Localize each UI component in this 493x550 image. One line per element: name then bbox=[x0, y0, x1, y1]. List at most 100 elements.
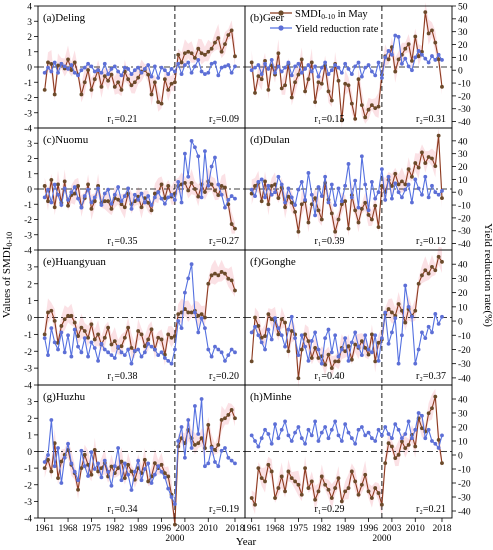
yield-point bbox=[413, 361, 418, 366]
smdi-point bbox=[152, 461, 157, 466]
smdi-point bbox=[259, 199, 264, 204]
left-tick-label: 0 bbox=[27, 448, 32, 458]
yield-point bbox=[279, 427, 284, 432]
yield-point bbox=[223, 205, 227, 210]
smdi-point bbox=[92, 199, 97, 204]
right-tick-label: -30 bbox=[458, 105, 471, 115]
yield-point bbox=[96, 358, 100, 363]
smdi-point bbox=[376, 104, 381, 109]
yield-point bbox=[159, 65, 164, 70]
panel-r2: r₂=0.37 bbox=[416, 371, 446, 382]
smdi-point bbox=[259, 335, 264, 340]
yield-point bbox=[323, 336, 328, 341]
panel-r2: r₂=0.21 bbox=[416, 504, 446, 515]
smdi-point bbox=[72, 60, 77, 65]
yield-point bbox=[139, 354, 144, 359]
smdi-point bbox=[299, 202, 304, 207]
right-tick-label: 10 bbox=[458, 54, 468, 64]
right-tick-label: -40 bbox=[458, 118, 471, 128]
yield-point bbox=[369, 350, 374, 355]
smdi-point bbox=[276, 486, 281, 490]
yield-point bbox=[326, 436, 331, 441]
yield-point bbox=[333, 203, 338, 207]
yield-point bbox=[253, 65, 257, 70]
left-axis: -4 -3 -2 -1 0 1 2 3 4 -4 -3 -2 -1 0 1 2 3 -4 -3 -2 -1 0 1 2 3 -4 -… bbox=[24, 3, 38, 525]
yield-point bbox=[213, 460, 217, 464]
yield-point bbox=[313, 64, 318, 69]
left-tick-label: -1 bbox=[24, 79, 32, 89]
left-tick-label: -2 bbox=[24, 94, 32, 104]
x-axis-title: Year bbox=[236, 536, 257, 548]
yield-point bbox=[59, 481, 64, 485]
yield-point bbox=[86, 474, 90, 478]
smdi-point bbox=[349, 101, 354, 106]
yield-point bbox=[109, 483, 114, 488]
smdi-point bbox=[203, 190, 207, 194]
yield-point bbox=[109, 67, 114, 71]
smdi-point bbox=[256, 74, 261, 79]
yield-point bbox=[209, 446, 214, 450]
yield-point bbox=[426, 60, 431, 65]
yield-point bbox=[76, 344, 80, 349]
right-axis: -40 -30 -20 -10 0 10 20 30 40 50 -40 -30 -20 -10 0 10 20… bbox=[452, 3, 471, 518]
yield-point bbox=[122, 65, 127, 70]
smdi-point bbox=[233, 54, 237, 59]
left-tick-label: 1 bbox=[27, 431, 32, 441]
yield-point bbox=[289, 73, 294, 78]
smdi-point bbox=[162, 77, 167, 82]
smdi-point bbox=[359, 103, 364, 108]
x-tick-label: 1961 bbox=[242, 524, 261, 534]
yield-point bbox=[172, 69, 177, 74]
smdi-point bbox=[186, 310, 191, 315]
smdi-point bbox=[366, 107, 371, 112]
yield-point bbox=[219, 65, 224, 70]
yield-point bbox=[289, 195, 294, 200]
smdi-point bbox=[159, 182, 164, 187]
smdi-point bbox=[293, 80, 297, 85]
smdi-point bbox=[219, 418, 224, 422]
right-tick-label: 50 bbox=[458, 3, 468, 13]
right-tick-label: 20 bbox=[458, 41, 468, 51]
smdi-point bbox=[166, 87, 171, 92]
yield-point bbox=[293, 336, 297, 341]
yield-point bbox=[356, 344, 361, 349]
yield-point bbox=[276, 64, 281, 69]
yield-point bbox=[440, 189, 444, 193]
smdi-point bbox=[286, 469, 291, 474]
x-tick-label: 1989 bbox=[336, 524, 355, 534]
yield-point bbox=[279, 69, 284, 74]
yield-point bbox=[253, 439, 257, 443]
yield-point bbox=[309, 69, 314, 74]
right-tick-label: -20 bbox=[458, 346, 471, 356]
right-tick-label: -20 bbox=[458, 214, 471, 224]
panel-7: (h)Minhe r₁=0.29 r₂=0.21 bbox=[244, 384, 453, 519]
yield-point bbox=[183, 63, 187, 67]
x-tick-label: 2010 bbox=[199, 524, 218, 534]
smdi-point bbox=[82, 80, 87, 85]
yield-point bbox=[356, 205, 361, 210]
yield-point bbox=[219, 192, 224, 197]
yield-point bbox=[323, 425, 328, 429]
smdi-point bbox=[436, 254, 441, 259]
smdi-point bbox=[119, 202, 124, 207]
yield-point bbox=[229, 458, 234, 463]
yield-point bbox=[86, 187, 90, 192]
yield-point bbox=[162, 68, 167, 73]
yield-point bbox=[216, 464, 221, 469]
right-tick-label: -10 bbox=[458, 80, 471, 90]
smdi-point bbox=[376, 225, 381, 230]
yield-point bbox=[189, 138, 194, 143]
smdi-point bbox=[359, 339, 364, 344]
smdi-point bbox=[289, 476, 294, 480]
yield-point bbox=[299, 180, 304, 184]
smdi-point bbox=[79, 466, 84, 471]
yield-point bbox=[42, 336, 47, 341]
smdi-point bbox=[206, 281, 211, 286]
yield-point bbox=[393, 33, 398, 38]
smdi-point bbox=[403, 320, 408, 325]
smdi-point bbox=[209, 182, 214, 187]
right-tick-label: -30 bbox=[458, 227, 471, 237]
smdi-point bbox=[410, 174, 414, 179]
smdi-point bbox=[176, 312, 181, 317]
left-tick-label: 3 bbox=[27, 140, 32, 150]
